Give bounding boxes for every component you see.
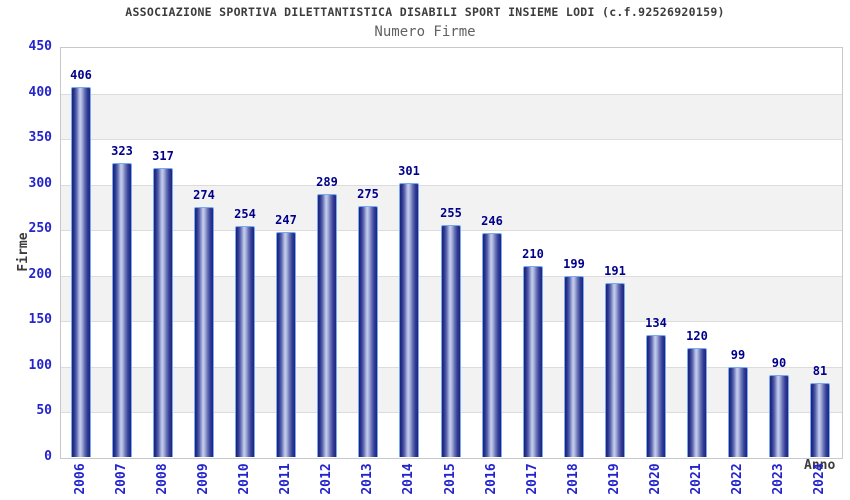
bar-value-label: 90 [771, 356, 787, 370]
bar-value-label: 210 [522, 247, 544, 261]
bar-2015 [441, 225, 461, 457]
bar-2010 [235, 226, 255, 457]
y-tick-label: 450 [28, 39, 52, 54]
bar-value-label: 81 [812, 364, 828, 378]
bar-2023 [769, 375, 789, 457]
y-tick-label: 400 [28, 84, 52, 100]
bar-2022 [728, 367, 748, 457]
x-tick-label: 2016 [484, 463, 499, 495]
plot-band [61, 93, 842, 140]
bar-value-label: 275 [357, 187, 379, 201]
bar-2012 [317, 194, 337, 457]
chart-title: ASSOCIAZIONE SPORTIVA DILETTANTISTICA DI… [125, 5, 725, 19]
x-tick-label: 2008 [155, 463, 170, 495]
bar-value-label: 247 [275, 213, 297, 227]
x-tick-label: 2013 [360, 463, 375, 495]
bar-value-label: 255 [440, 206, 462, 220]
bar-value-label: 199 [563, 257, 585, 271]
x-tick-label: 2012 [319, 463, 334, 495]
gridline [61, 94, 842, 95]
bar-2016 [482, 233, 502, 457]
bar-2024 [810, 383, 830, 457]
x-tick-label: 2011 [278, 463, 293, 495]
x-tick-label: 2024 [812, 463, 827, 495]
bar-2011 [276, 232, 296, 457]
bar-value-label: 301 [398, 164, 420, 178]
bar-2017 [523, 266, 543, 457]
x-tick-label: 2007 [114, 463, 129, 495]
bar-value-label: 191 [604, 264, 626, 278]
bar-2013 [358, 206, 378, 457]
bar-value-label: 254 [234, 207, 256, 221]
bar-2014 [399, 183, 419, 457]
bar-value-label: 99 [730, 348, 746, 362]
x-tick-label: 2019 [607, 463, 622, 495]
bar-value-label: 323 [111, 144, 133, 158]
gridline [61, 185, 842, 186]
x-tick-label: 2017 [525, 463, 540, 495]
y-tick-label: 250 [28, 221, 52, 237]
x-tick-label: 2020 [648, 463, 663, 495]
y-tick-label: 200 [28, 266, 52, 282]
y-tick-label: 50 [36, 403, 52, 419]
x-tick-label: 2009 [196, 463, 211, 495]
x-tick-label: 2010 [237, 463, 252, 495]
plot-band [61, 184, 842, 231]
bar-value-label: 289 [316, 175, 338, 189]
bar-value-label: 274 [193, 188, 215, 202]
y-tick-label: 350 [28, 130, 52, 146]
x-tick-label: 2021 [689, 463, 704, 495]
bar-2009 [194, 207, 214, 457]
bar-2021 [687, 348, 707, 457]
x-axis-title: Anno [804, 458, 836, 473]
x-tick-label: 2018 [566, 463, 581, 495]
bar-2019 [605, 283, 625, 457]
gridline [61, 139, 842, 140]
x-tick-label: 2006 [73, 463, 88, 495]
bar-2018 [564, 276, 584, 457]
x-tick-label: 2023 [771, 463, 786, 495]
bar-2020 [646, 335, 666, 457]
x-tick-label: 2014 [401, 463, 416, 495]
y-tick-label: 0 [44, 449, 52, 464]
bar-2008 [153, 168, 173, 457]
bar-value-label: 134 [645, 316, 667, 330]
y-tick-label: 300 [28, 175, 52, 191]
x-tick-label: 2015 [443, 463, 458, 495]
x-tick-label: 2022 [730, 463, 745, 495]
y-tick-label: 100 [28, 357, 52, 373]
y-tick-label: 150 [28, 312, 52, 328]
plot-area [60, 47, 843, 459]
bar-value-label: 246 [481, 214, 503, 228]
bar-2006 [71, 87, 91, 457]
bar-2007 [112, 163, 132, 457]
bar-value-label: 317 [152, 149, 174, 163]
bar-value-label: 120 [686, 329, 708, 343]
chart-subtitle: Numero Firme [374, 24, 476, 40]
bar-value-label: 406 [70, 68, 92, 82]
